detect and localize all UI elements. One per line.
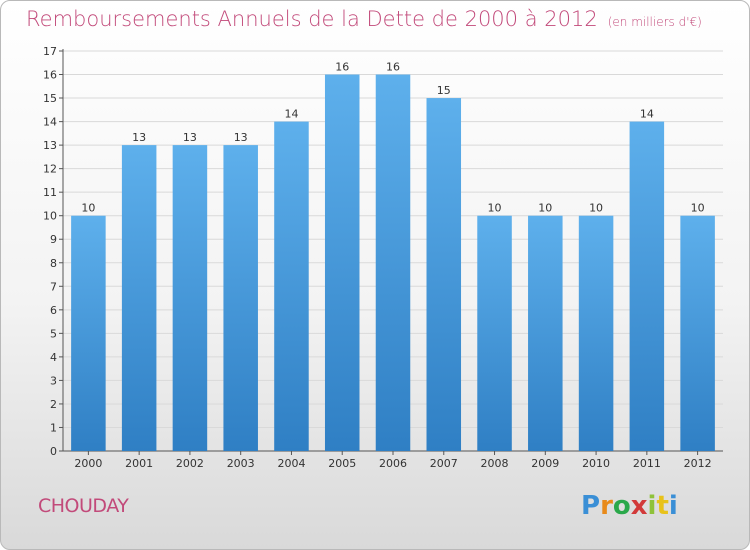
y-tick-label: 13	[43, 139, 57, 152]
bar	[172, 145, 208, 451]
y-tick-label: 5	[50, 327, 57, 340]
bar-value-label: 10	[81, 202, 95, 215]
bar-value-label: 14	[640, 108, 654, 121]
y-tick-label: 2	[50, 398, 57, 411]
y-tick-label: 12	[43, 163, 57, 176]
unit-text: (en milliers d'€)	[607, 15, 702, 29]
y-tick-label: 0	[50, 445, 57, 458]
bar	[324, 74, 360, 451]
x-tick-label: 2012	[684, 457, 712, 470]
x-tick-label: 2010	[582, 457, 610, 470]
bar	[375, 74, 411, 451]
logo-letter: i	[647, 491, 657, 521]
x-tick-label: 2008	[481, 457, 509, 470]
proxiti-logo: Proxiti	[581, 491, 678, 521]
logo-letter: t	[656, 491, 669, 521]
chart-title: Remboursements Annuels de la Dette de 20…	[26, 7, 702, 31]
bar	[121, 145, 157, 451]
bar	[426, 98, 462, 451]
bar-value-label: 13	[183, 131, 197, 144]
bar	[578, 215, 614, 451]
y-tick-label: 9	[50, 233, 57, 246]
bar-value-label: 15	[437, 84, 451, 97]
bar	[223, 145, 258, 451]
logo-letter: o	[612, 491, 631, 521]
bar-value-label: 16	[386, 61, 400, 74]
x-tick-label: 2009	[531, 457, 559, 470]
x-tick-label: 2007	[430, 457, 458, 470]
y-tick-label: 10	[43, 210, 57, 223]
bar-value-label: 10	[488, 202, 502, 215]
x-tick-label: 2006	[379, 457, 407, 470]
x-tick-label: 2001	[125, 457, 153, 470]
y-tick-label: 11	[43, 186, 57, 199]
y-tick-label: 3	[50, 374, 57, 387]
bar	[680, 215, 715, 451]
bar	[274, 121, 309, 452]
y-tick-label: 14	[43, 116, 57, 129]
bar	[477, 215, 512, 451]
bar	[528, 215, 563, 451]
x-tick-label: 2005	[328, 457, 356, 470]
bar-value-label: 10	[691, 202, 705, 215]
y-tick-label: 7	[50, 280, 57, 293]
logo-letter: r	[600, 491, 613, 521]
x-tick-label: 2004	[277, 457, 305, 470]
bar-value-label: 13	[234, 131, 248, 144]
bar-value-label: 10	[589, 202, 603, 215]
x-tick-label: 2011	[633, 457, 661, 470]
y-tick-label: 6	[50, 304, 57, 317]
x-tick-label: 2002	[176, 457, 204, 470]
title-text: Remboursements Annuels de la Dette de 20…	[26, 7, 598, 31]
commune-name: CHOUDAY	[38, 495, 129, 517]
y-tick-label: 17	[43, 45, 57, 58]
logo-letter: x	[630, 491, 648, 521]
logo-letter: P	[581, 491, 601, 521]
x-tick-label: 2000	[74, 457, 102, 470]
bar-value-label: 10	[538, 202, 552, 215]
bar-value-label: 14	[284, 108, 298, 121]
bar-value-label: 16	[335, 61, 349, 74]
bar	[629, 121, 665, 452]
y-tick-label: 16	[43, 69, 57, 82]
logo-letter: i	[668, 491, 678, 521]
y-tick-label: 15	[43, 92, 57, 105]
y-tick-label: 4	[50, 351, 57, 364]
x-tick-label: 2003	[227, 457, 255, 470]
y-tick-label: 8	[50, 257, 57, 270]
bar	[71, 215, 106, 451]
bar-value-label: 13	[132, 131, 146, 144]
y-tick-label: 1	[50, 421, 57, 434]
